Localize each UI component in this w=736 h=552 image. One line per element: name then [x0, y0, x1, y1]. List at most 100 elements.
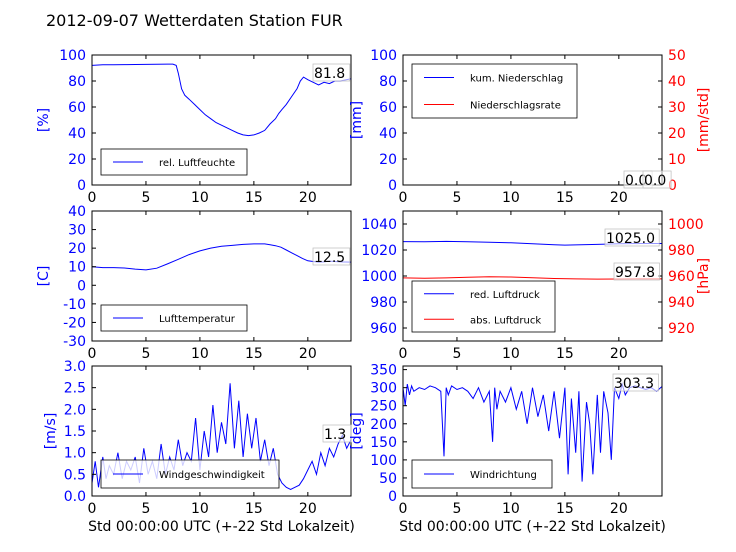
y-right-tick-label: 940 [668, 295, 695, 311]
x-tick-label: 5 [141, 190, 150, 206]
series-line-winddirection-0 [403, 382, 662, 482]
y-tick-label: 20 [379, 152, 397, 168]
x-tick-label: 20 [299, 346, 317, 362]
legend-label: Windgeschwindigkeit [159, 470, 265, 481]
y-axis-label: [mm] [349, 101, 365, 139]
value-label-box [322, 424, 352, 443]
y-tick-label: -20 [63, 315, 86, 331]
value-label-box [642, 170, 672, 189]
y-right-tick-label: 20 [668, 126, 686, 142]
x-tick-label: 10 [502, 346, 520, 362]
x-tick-label: 5 [452, 346, 461, 362]
y-tick-label: 150 [370, 435, 397, 451]
y-tick-label: 1040 [361, 217, 397, 233]
value-label: 303.3 [614, 376, 654, 392]
y-tick-label: 0 [388, 489, 397, 505]
legend-label: red. Luftdruck [470, 290, 540, 301]
x-tick-label: 15 [556, 501, 574, 517]
y-tick-label: -10 [63, 297, 86, 313]
y-right-tick-label: 50 [668, 48, 686, 64]
y-tick-label: 980 [370, 295, 397, 311]
y-tick-label: 80 [379, 74, 397, 90]
y-tick-label: 40 [68, 126, 86, 142]
x-tick-label: 20 [299, 501, 317, 517]
x-tick-label: 15 [556, 346, 574, 362]
x-tick-label: 10 [502, 501, 520, 517]
panel-precipitation: 0 5 10 15 20 0 20 40 60 80 100 0 10 20 30 40 50 [mm] [mm/s… [349, 48, 712, 206]
x-tick-label: 20 [610, 346, 628, 362]
legend-label: abs. Luftdruck [470, 315, 541, 326]
y-tick-label: 60 [379, 100, 397, 116]
value-label: 957.8 [615, 265, 655, 281]
x-tick-label: 15 [245, 190, 263, 206]
y-tick-label: 20 [68, 152, 86, 168]
y-tick-label: 1.5 [64, 424, 86, 440]
panel-frame [91, 54, 352, 186]
x-tick-label: 20 [610, 190, 628, 206]
panel-humidity: 0 5 10 15 20 0 20 40 60 80 100 [%] 81.8 rel. Luftfeuc… [36, 48, 352, 206]
x-tick-label: 5 [141, 346, 150, 362]
y-tick-label: 80 [68, 74, 86, 90]
value-label-box [312, 247, 351, 266]
value-label: 0.0 [644, 173, 666, 189]
y-tick-label: 1.0 [64, 446, 86, 462]
y-tick-label: 0 [77, 278, 86, 294]
y-axis-label: [%] [36, 108, 52, 132]
y-right-tick-label: 920 [668, 321, 695, 337]
y-tick-label: 960 [370, 321, 397, 337]
y-axis-label: [m/s] [43, 413, 59, 450]
y-tick-label: 200 [370, 417, 397, 433]
y-tick-label: 350 [370, 363, 397, 379]
panel-frame [91, 210, 352, 342]
legend-label: Niederschlagsrate [470, 101, 561, 112]
value-label-box [604, 228, 660, 247]
legend-label: Windrichtung [470, 470, 537, 481]
y-tick-label: 0 [77, 178, 86, 194]
y-tick-label: 1020 [361, 243, 397, 259]
legend-box [411, 280, 556, 333]
panel-frame [402, 365, 663, 497]
panel-pressure: 0 5 10 15 20 960 980 1000 1020 1040 920 940 960 980 10… [361, 210, 712, 362]
x-tick-label: 0 [399, 190, 408, 206]
value-label-box [312, 63, 351, 82]
y-tick-label: 0.0 [64, 489, 86, 505]
series-line-humidity-0 [92, 63, 351, 137]
x-tick-label: 15 [245, 346, 263, 362]
y-tick-label: -30 [63, 334, 86, 350]
x-tick-label: 20 [299, 190, 317, 206]
y-tick-label: 40 [379, 126, 397, 142]
x-tick-label: 5 [141, 501, 150, 517]
y-tick-label: 100 [370, 453, 397, 469]
value-label: 12.5 [314, 250, 345, 266]
y-right-tick-label: 10 [668, 152, 686, 168]
x-tick-label: 20 [610, 501, 628, 517]
y-tick-label: 3.0 [64, 359, 86, 375]
y-tick-label: 2.5 [64, 381, 86, 397]
y-tick-label: 40 [68, 204, 86, 220]
y-right-tick-label: 980 [668, 243, 695, 259]
value-label: 1.3 [324, 427, 346, 443]
y-right-tick-label: 1000 [668, 217, 704, 233]
value-label-box [613, 262, 660, 281]
y-tick-label: 30 [68, 223, 86, 239]
panel-windspeed: 0 5 10 15 20 0.0 0.5 1.0 1.5 2.0 2.5 3.0 [m/s] Std 00… [43, 359, 355, 535]
x-tick-label: 10 [191, 501, 209, 517]
y-right-tick-label: 40 [668, 74, 686, 90]
y-axis-label: [deg] [349, 412, 365, 449]
legend-label: kum. Niederschlag [470, 74, 563, 85]
x-tick-label: 10 [191, 346, 209, 362]
value-label: 1025.0 [606, 231, 655, 247]
value-label: 0.0 [625, 173, 647, 189]
legend-label: Lufttemperatur [159, 314, 236, 325]
y-tick-label: 0.5 [64, 467, 86, 483]
y-right-tick-label: 0 [668, 178, 677, 194]
x-tick-label: 10 [502, 190, 520, 206]
x-tick-label: 5 [452, 501, 461, 517]
figure-title: 2012-09-07 Wetterdaten Station FUR [46, 11, 343, 30]
y-right-axis-label: [hPa] [696, 258, 712, 294]
y-tick-label: 10 [68, 260, 86, 276]
legend-box [411, 63, 578, 119]
x-tick-label: 10 [191, 190, 209, 206]
